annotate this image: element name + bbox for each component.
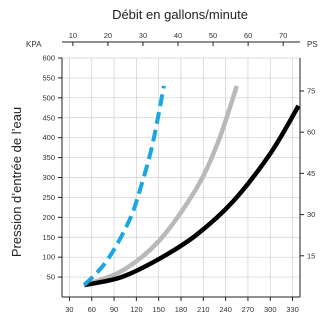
left-tick-label: 300 [42,173,55,182]
left-tick-label: 500 [42,93,55,102]
grid [62,57,300,297]
left-tick-label: 350 [42,153,55,162]
left-tick-label: 250 [42,193,55,202]
top-tick-label: 50 [209,31,217,40]
right-tick-label: 45 [307,169,315,178]
axes [58,41,304,301]
chart-title: Débit en gallons/minute [112,7,248,22]
series-group [82,85,301,288]
right-tick-label: 30 [307,210,315,219]
left-unit-label: KPA [26,40,42,49]
bottom-tick-label: 180 [175,305,188,314]
bottom-tick-label: 300 [264,305,277,314]
bottom-tick-label: 210 [197,305,210,314]
right-tick-label: 75 [307,86,315,95]
top-tick-label: 30 [139,31,147,40]
bottom-tick-label: 60 [88,305,96,314]
series-line-black [83,104,301,288]
left-tick-label: 450 [42,113,55,122]
top-tick-label: 70 [279,31,287,40]
y-axis-label: Pression d’entrée de l’eau [9,107,24,257]
bottom-tick-label: 330 [286,305,299,314]
tick-labels: 30 60 90 120 150 180 210 240 270 300 330 10 20 30 40 50… [42,31,315,314]
bottom-tick-label: 30 [65,305,73,314]
left-tick-label: 550 [42,73,55,82]
left-tick-label: 200 [42,213,55,222]
bottom-tick-label: 240 [219,305,232,314]
bottom-tick-label: 270 [242,305,255,314]
bottom-tick-label: 150 [152,305,165,314]
right-unit-label: PS [307,40,318,49]
left-tick-label: 100 [42,253,55,262]
left-tick-label: 400 [42,133,55,142]
top-tick-label: 10 [69,31,77,40]
left-tick-label: 150 [42,233,55,242]
series-line-dashed-blue [82,85,166,287]
series-line-grey [83,85,239,288]
right-tick-label: 60 [307,128,315,137]
top-tick-label: 20 [104,31,112,40]
left-tick-label: 50 [47,273,55,282]
top-tick-label: 60 [244,31,252,40]
bottom-tick-label: 120 [130,305,143,314]
bottom-tick-label: 90 [110,305,118,314]
left-tick-label: 600 [42,54,55,63]
right-tick-label: 15 [307,251,315,260]
top-tick-label: 40 [174,31,182,40]
